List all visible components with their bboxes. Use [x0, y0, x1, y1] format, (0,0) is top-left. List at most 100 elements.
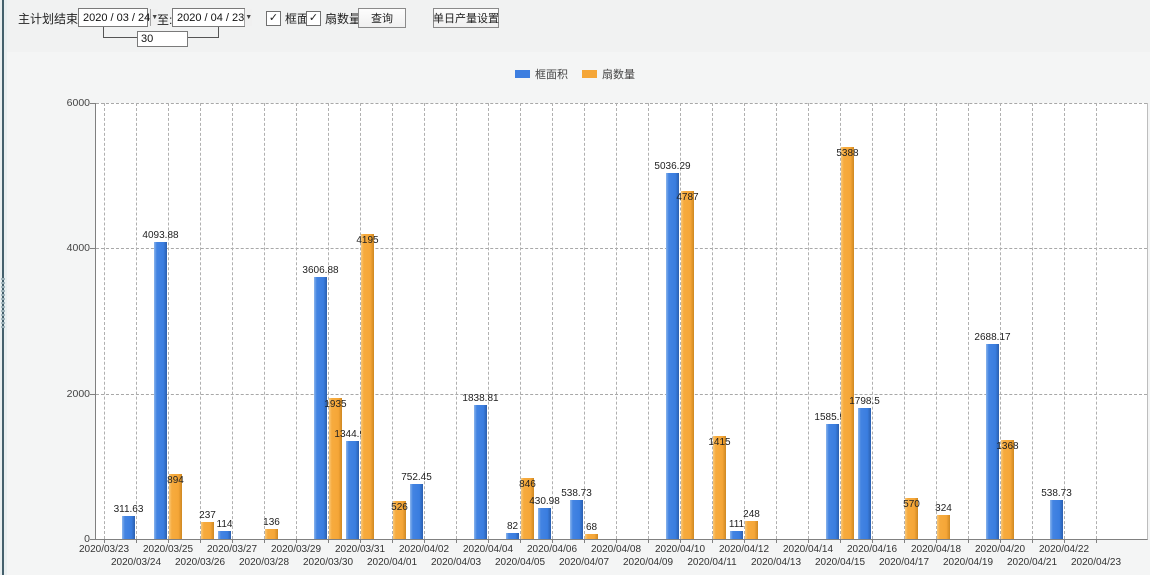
bar-value-label: 430.98	[529, 496, 560, 507]
x-axis-tick	[456, 539, 457, 543]
x-axis-label: 2020/04/05	[494, 557, 546, 568]
y-axis-label: 2000	[66, 387, 90, 400]
bar-value-label: 894	[167, 475, 184, 486]
query-button[interactable]: 查询	[358, 8, 406, 28]
x-axis-tick	[360, 539, 361, 543]
x-gridline	[1032, 103, 1033, 539]
fan-count-checkbox[interactable]: ✓ 扇数量	[306, 10, 361, 27]
bar-fan-count	[1001, 440, 1014, 539]
left-panel-splitter[interactable]	[0, 0, 7, 575]
x-axis-tick	[168, 539, 169, 543]
bar-frame-area	[314, 277, 327, 539]
bar-fan-count	[905, 498, 918, 539]
bar-fan-count	[681, 191, 694, 539]
checkbox-check-icon[interactable]: ✓	[306, 11, 321, 26]
x-axis-tick	[520, 539, 521, 543]
x-axis-label: 2020/04/14	[782, 544, 834, 555]
bar-value-label: 1585.96	[814, 412, 851, 423]
x-axis-label: 2020/04/06	[526, 544, 578, 555]
bar-frame-area	[410, 484, 423, 539]
bar-value-label: 5388	[836, 148, 859, 159]
bar-value-label: 82	[506, 521, 519, 532]
x-gridline	[200, 103, 201, 539]
x-axis-tick	[1000, 539, 1001, 543]
x-axis-label: 2020/04/21	[1006, 557, 1058, 568]
bar-frame-area	[538, 508, 551, 539]
legend-label: 框面积	[535, 69, 568, 81]
bar-value-label: 1935	[324, 399, 347, 410]
bar-value-label: 5036.29	[654, 161, 691, 172]
start-date-picker[interactable]: 2020 / 03 / 24 ▼	[78, 8, 159, 27]
bar-frame-area	[730, 531, 743, 539]
end-date-dropdown-arrow-icon[interactable]: ▼	[244, 9, 253, 26]
end-date-picker[interactable]: 2020 / 04 / 23 ▼	[172, 8, 253, 27]
x-axis-tick	[840, 539, 841, 543]
x-gridline	[1096, 103, 1097, 539]
start-date-dropdown-arrow-icon[interactable]: ▼	[150, 9, 159, 26]
x-axis-label: 2020/04/09	[622, 557, 674, 568]
bar-frame-area	[154, 242, 167, 539]
x-axis-label: 2020/04/23	[1070, 557, 1122, 568]
bar-fan-count	[521, 478, 534, 539]
day-count-input[interactable]: 30	[137, 31, 188, 47]
x-gridline	[712, 103, 713, 539]
x-gridline	[232, 103, 233, 539]
connector-line	[184, 37, 218, 38]
connector-line	[218, 27, 219, 38]
x-gridline	[968, 103, 969, 539]
end-date-value[interactable]: 2020 / 04 / 23	[177, 11, 245, 24]
y-axis-label: 6000	[66, 97, 90, 109]
x-axis-tick	[424, 539, 425, 543]
bar-fan-count	[393, 501, 406, 539]
x-gridline	[488, 103, 489, 539]
connector-line	[103, 37, 137, 38]
checkbox-check-icon[interactable]: ✓	[266, 11, 281, 26]
x-axis-tick	[136, 539, 137, 543]
bar-value-label: 111	[728, 519, 745, 530]
x-axis-label: 2020/04/01	[366, 557, 418, 568]
x-axis-label: 2020/03/26	[174, 557, 226, 568]
x-axis-label: 2020/03/28	[238, 557, 290, 568]
x-axis-tick	[584, 539, 585, 543]
x-axis-tick	[744, 539, 745, 543]
y-axis-tick	[90, 539, 96, 540]
bar-fan-count	[841, 147, 854, 539]
bar-fan-count	[585, 534, 598, 539]
x-axis-tick	[1064, 539, 1065, 543]
bar-frame-area	[858, 408, 871, 539]
bar-value-label: 2688.17	[974, 332, 1011, 343]
x-axis-tick	[200, 539, 201, 543]
toolbar: 主计划结束时间: 2020 / 03 / 24 ▼ 至: 2020 / 04 /…	[7, 0, 1150, 52]
splitter-drag-handle-icon[interactable]	[1, 278, 5, 330]
daily-output-settings-button[interactable]: 单日产量设置	[433, 8, 499, 28]
y-axis-label: 4000	[66, 242, 90, 255]
bar-value-label: 1798.5	[849, 396, 880, 407]
x-axis-label: 2020/03/23	[78, 544, 130, 555]
bar-frame-area	[826, 424, 839, 539]
x-axis-tick	[680, 539, 681, 543]
bar-value-label: 311.63	[113, 504, 144, 515]
bar-fan-count	[329, 398, 342, 539]
start-date-value[interactable]: 2020 / 03 / 24	[83, 11, 151, 24]
bar-chart-plot-area: 0 2000 4000 6000 2020/03/23 2020/03/24 311.63 2…	[67, 97, 1148, 568]
fan-count-checkbox-label: 扇数量	[325, 12, 362, 26]
x-gridline	[104, 103, 105, 539]
x-axis-label: 2020/04/15	[814, 557, 866, 568]
x-gridline	[1000, 103, 1001, 539]
x-gridline	[360, 103, 361, 539]
x-gridline	[456, 103, 457, 539]
x-axis-tick	[488, 539, 489, 543]
bar-fan-count	[265, 529, 278, 539]
bar-value-label: 237	[199, 510, 216, 521]
legend-item-fan-count: 扇数量	[582, 66, 635, 82]
x-axis-tick	[328, 539, 329, 543]
bar-frame-area	[122, 516, 135, 539]
x-gridline	[872, 103, 873, 539]
x-gridline	[424, 103, 425, 539]
x-axis-tick	[552, 539, 553, 543]
bar-value-label: 114	[216, 519, 233, 530]
x-gridline	[264, 103, 265, 539]
bar-value-label: 846	[519, 479, 536, 490]
x-axis-tick	[904, 539, 905, 543]
